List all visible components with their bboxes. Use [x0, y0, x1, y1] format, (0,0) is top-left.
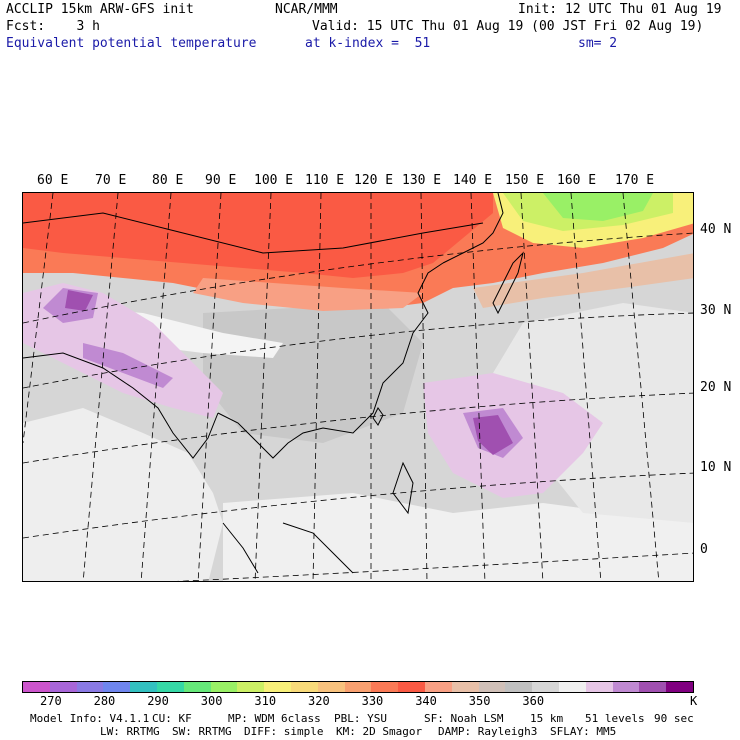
- colorbar-swatch: [103, 682, 131, 692]
- peach-band: [473, 253, 693, 308]
- graticule: [23, 193, 693, 581]
- lon-label: 80 E: [152, 173, 184, 188]
- colorbar-swatch: [183, 682, 211, 692]
- south-ocean-field: [223, 493, 693, 581]
- lon-label: 170 E: [615, 173, 655, 188]
- colorbar-swatch: [612, 682, 640, 692]
- colorbar-tick-label: 340: [415, 694, 437, 708]
- lat-label: 40 N: [700, 222, 732, 237]
- lon-label: 140 E: [453, 173, 493, 188]
- smoothing: sm= 2: [578, 36, 618, 51]
- colorbar-swatch: [290, 682, 318, 692]
- model-title: ACCLIP 15km ARW-GFS init: [6, 2, 194, 17]
- colorbar-tick-label: 350: [468, 694, 491, 708]
- forecast-hour: Fcst: 3 h: [6, 19, 100, 34]
- lon-label: 130 E: [402, 173, 442, 188]
- lon-label: 160 E: [557, 173, 597, 188]
- warm-band-red: [23, 193, 493, 278]
- tibet-high-core: [65, 290, 93, 311]
- lon-label: 110 E: [305, 173, 345, 188]
- colorbar-tick-label: 320: [308, 694, 330, 708]
- center-name: NCAR/MMM: [275, 2, 338, 17]
- india-high-mid: [83, 343, 173, 388]
- level-index: at k-index = 51: [305, 36, 431, 51]
- eddy-coefficient: KM: 2D Smagor: [336, 725, 423, 738]
- pacific-high-core: [473, 415, 513, 455]
- lat-label: 20 N: [700, 380, 732, 395]
- east-pacific-field: [493, 303, 693, 523]
- central-china-field: [203, 303, 423, 443]
- colorbar-tick-label: 280: [93, 694, 116, 708]
- lat-label: 0: [700, 542, 708, 557]
- colorbar-swatch: [398, 682, 425, 692]
- colorbar-swatch: [23, 682, 50, 692]
- microphysics-scheme: MP: WDM 6class: [228, 712, 321, 725]
- valid-time: Valid: 15 UTC Thu 01 Aug 19 (00 JST Fri …: [312, 19, 704, 34]
- lon-label: 150 E: [505, 173, 545, 188]
- pbl-scheme: PBL: YSU: [334, 712, 387, 725]
- colorbar-swatch: [49, 682, 77, 692]
- colorbar-swatch: [317, 682, 345, 692]
- lon-label: 60 E: [37, 173, 69, 188]
- colorbar-swatch: [156, 682, 184, 692]
- colorbar: [22, 681, 694, 693]
- model-info: Model Info: V4.1.1: [30, 712, 150, 725]
- colorbar-tick-label: 310: [254, 694, 277, 708]
- colorbar-tick-label: 360: [522, 694, 545, 708]
- shortwave-scheme: SW: RRTMG: [172, 725, 232, 738]
- colorbar-swatch: [585, 682, 613, 692]
- colorbar-swatch: [344, 682, 372, 692]
- colorbar-tick-label: 300: [200, 694, 223, 708]
- colorbar-swatch: [264, 682, 291, 692]
- lon-label: 100 E: [254, 173, 294, 188]
- lon-label: 120 E: [354, 173, 394, 188]
- time-step: 90 sec: [654, 712, 694, 725]
- colorbar-swatch: [371, 682, 399, 692]
- colorbar-swatch: [666, 682, 693, 692]
- cool-air-green: [543, 193, 653, 221]
- colorbar-swatch: [76, 682, 104, 692]
- colorbar-tick-label: 330: [361, 694, 384, 708]
- colorbar-swatch: [532, 682, 559, 692]
- colorbar-swatch: [237, 682, 265, 692]
- surface-layer: SFLAY: MM5: [550, 725, 617, 738]
- field-name: Equivalent potential temperature: [6, 36, 257, 51]
- colorbar-swatch: [451, 682, 479, 692]
- lon-label: 90 E: [205, 173, 237, 188]
- lat-label: 30 N: [700, 303, 732, 318]
- indian-ocean-field: [23, 408, 223, 581]
- map-panel: [22, 192, 694, 582]
- colorbar-swatch: [210, 682, 238, 692]
- colorbar-tick-label: 290: [147, 694, 169, 708]
- warm-band-salmon: [193, 278, 423, 311]
- grid-spacing: 15 km: [530, 712, 564, 725]
- init-time: Init: 12 UTC Thu 01 Aug 19: [518, 2, 722, 17]
- diffusion-option: DIFF: simple: [244, 725, 324, 738]
- lon-label: 70 E: [95, 173, 127, 188]
- longwave-scheme: LW: RRTMG: [100, 725, 160, 738]
- lat-label: 10 N: [700, 460, 732, 475]
- colorbar-swatch: [505, 682, 533, 692]
- colorbar-units: K: [690, 694, 698, 708]
- surface-scheme: SF: Noah LSM: [424, 712, 504, 725]
- colorbar-swatch: [558, 682, 586, 692]
- cumulus-scheme: CU: KF: [152, 712, 192, 725]
- colorbar-swatch: [130, 682, 157, 692]
- colorbar-swatch: [424, 682, 452, 692]
- colorbar-swatch: [478, 682, 506, 692]
- damping-option: DAMP: Rayleigh3: [438, 725, 538, 738]
- colorbar-tick-label: 270: [40, 694, 62, 708]
- vertical-levels: 51 levels: [585, 712, 645, 725]
- colorbar-swatch: [639, 682, 667, 692]
- theta-e-map: [23, 193, 693, 581]
